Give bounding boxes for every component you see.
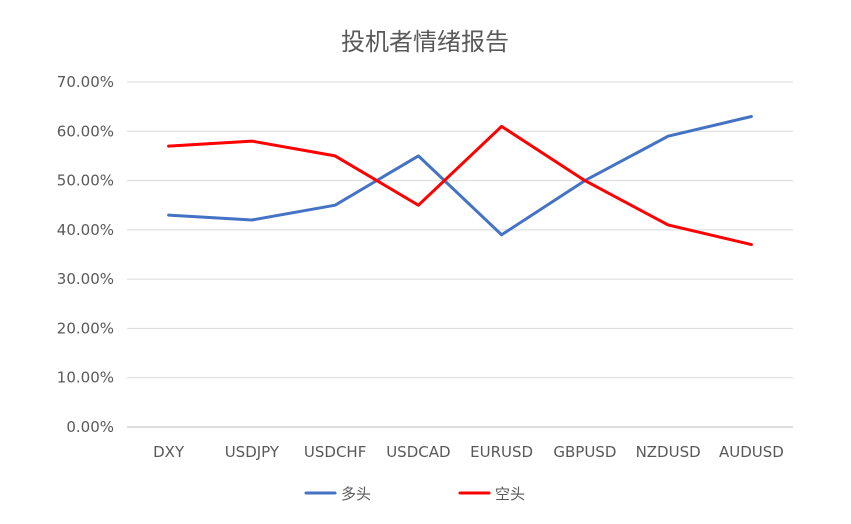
series-line	[167, 115, 753, 237]
x-tick-label: USDCAD	[386, 443, 450, 461]
y-tick-label: 20.00%	[57, 319, 114, 337]
series-line	[167, 124, 753, 247]
x-tick-label: USDCHF	[304, 443, 366, 461]
x-tick-label: AUDUSD	[719, 443, 784, 461]
series-lines	[167, 115, 753, 247]
legend: 多头 空头	[304, 485, 525, 503]
x-tick-label: NZDUSD	[636, 443, 701, 461]
y-tick-label: 50.00%	[57, 172, 114, 190]
x-tick-label: GBPUSD	[553, 443, 616, 461]
x-tick-label: USDJPY	[225, 443, 280, 461]
y-tick-label: 60.00%	[57, 122, 114, 140]
x-axis-ticks: DXY USDJPY USDCHF USDCAD EURUSD GBPUSD NZDUSD A…	[153, 443, 784, 461]
x-tick-label: DXY	[153, 443, 185, 461]
chart-title: 投机者情绪报告	[341, 28, 509, 56]
y-tick-label: 0.00%	[66, 418, 114, 436]
legend-label: 空头	[495, 485, 525, 503]
y-tick-label: 10.00%	[57, 369, 114, 387]
y-tick-label: 40.00%	[57, 221, 114, 239]
gridlines	[127, 81, 793, 428]
legend-label: 多头	[341, 485, 371, 503]
y-tick-label: 30.00%	[57, 270, 114, 288]
y-tick-label: 70.00%	[57, 73, 114, 91]
y-axis-ticks: 0.00% 10.00% 20.00% 30.00% 40.00% 50.00% 60.00…	[57, 73, 114, 436]
x-tick-label: EURUSD	[470, 443, 533, 461]
